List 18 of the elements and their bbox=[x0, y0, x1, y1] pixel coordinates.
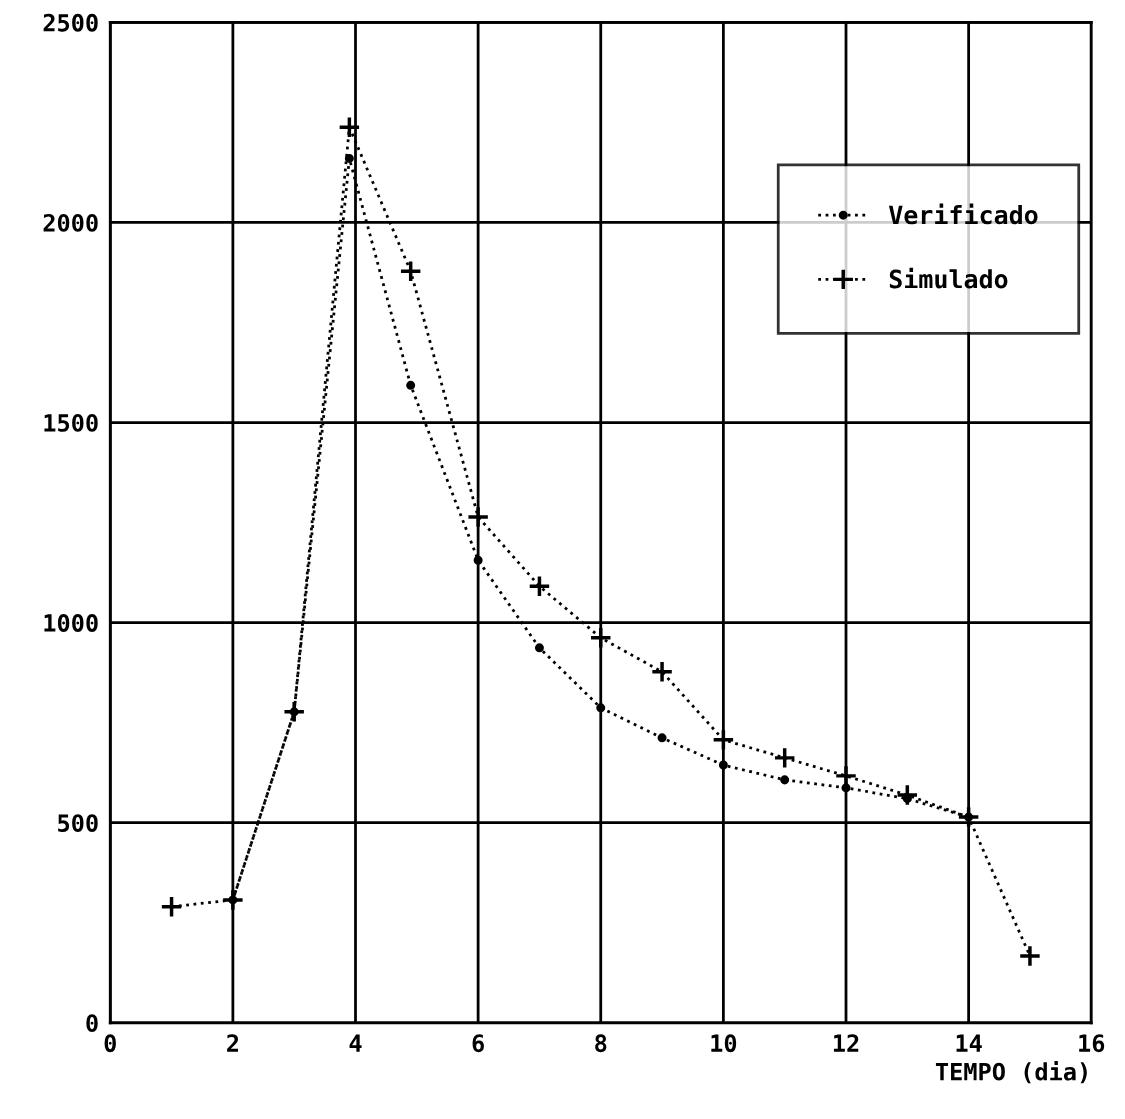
y-tick-label: 2000 bbox=[43, 213, 98, 232]
x-tick-label: 8 bbox=[595, 1034, 607, 1053]
x-tick-label: 6 bbox=[472, 1034, 484, 1053]
x-tick-label: 10 bbox=[711, 1034, 737, 1053]
y-tick-label: 0 bbox=[86, 1014, 98, 1033]
x-tick-label: 0 bbox=[104, 1034, 116, 1053]
x-tick-label: 4 bbox=[349, 1034, 362, 1052]
legend-label: Simulado bbox=[889, 267, 1008, 289]
y-tick-label: 2500 bbox=[43, 13, 98, 32]
legend-label: Verificado bbox=[888, 203, 1038, 225]
x-tick-label: 12 bbox=[833, 1034, 859, 1052]
y-tick-label: 500 bbox=[58, 814, 98, 832]
x-tick-label: 14 bbox=[956, 1034, 982, 1052]
x-tick-label: 16 bbox=[1079, 1034, 1105, 1053]
x-axis-title: TEMPO (dia) bbox=[935, 1061, 1087, 1084]
y-tick-label: 1500 bbox=[44, 413, 98, 432]
x-tick-label: 2 bbox=[227, 1034, 239, 1052]
y-tick-label: 1000 bbox=[44, 614, 98, 632]
